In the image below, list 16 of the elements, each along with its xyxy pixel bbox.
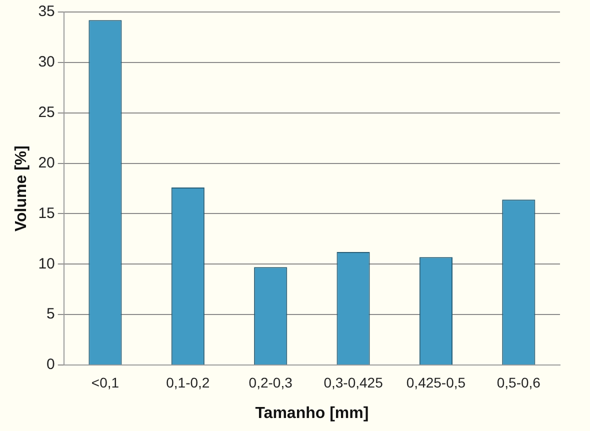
y-tick-label: 0 [46,356,55,374]
x-tick-label: 0,425-0,5 [406,374,466,390]
y-tick-label: 20 [38,154,55,172]
x-axis-title: Tamanho [mm] [255,404,369,422]
y-tick-label: 35 [38,3,55,20]
y-tick-label: 10 [38,255,55,272]
x-tick-label: 0,3-0,425 [324,374,384,390]
y-tick-label: 5 [46,306,55,323]
x-tick-label: <0,1 [91,374,120,390]
y-tick-label: 15 [38,204,55,222]
y-tick-label: 30 [38,54,55,71]
y-tick-label: 25 [38,104,55,121]
x-tick-label: 0,2-0,3 [248,374,293,390]
x-tick-label: 0,1-0,2 [166,374,210,390]
y-axis-title: Volume [%] [13,146,30,232]
x-tick-label: 0,5-0,6 [496,374,541,390]
